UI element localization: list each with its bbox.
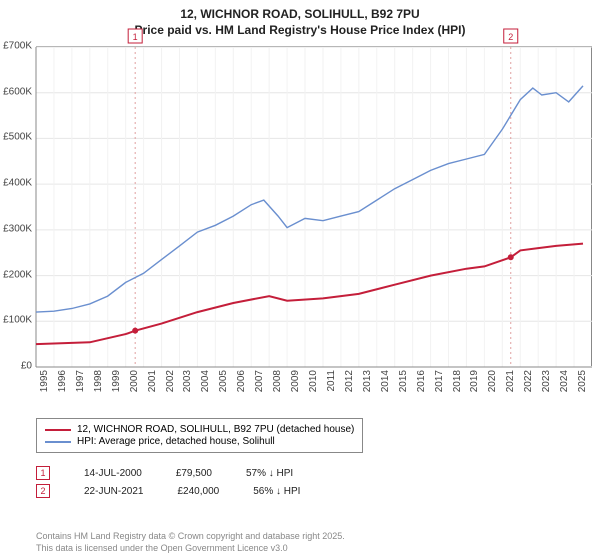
data-date: 14-JUL-2000 (84, 468, 142, 479)
data-delta: 56% ↓ HPI (253, 486, 300, 497)
x-tick-label: 1996 (57, 370, 68, 392)
x-tick-label: 2019 (469, 370, 480, 392)
x-tick-label: 1997 (75, 370, 86, 392)
chart-svg: 12 (36, 47, 592, 367)
x-tick-label: 2022 (523, 370, 534, 392)
marker-box: 1 (36, 466, 50, 480)
x-tick-label: 2008 (272, 370, 283, 392)
legend-row: HPI: Average price, detached house, Soli… (45, 436, 354, 447)
data-delta: 57% ↓ HPI (246, 468, 293, 479)
x-tick-label: 2002 (165, 370, 176, 392)
data-price: £240,000 (177, 486, 219, 497)
x-tick-label: 2006 (236, 370, 247, 392)
y-tick-label: £500K (3, 132, 32, 143)
legend-swatch (45, 441, 71, 443)
x-tick-label: 2001 (147, 370, 158, 392)
svg-text:2: 2 (508, 32, 513, 42)
footer-line-1: Contains HM Land Registry data © Crown c… (36, 530, 345, 542)
legend-swatch (45, 429, 71, 431)
marker-box: 2 (36, 484, 50, 498)
x-tick-label: 2021 (505, 370, 516, 392)
x-tick-label: 1999 (111, 370, 122, 392)
x-tick-label: 2020 (487, 370, 498, 392)
x-tick-label: 2005 (218, 370, 229, 392)
x-tick-label: 2010 (308, 370, 319, 392)
y-tick-label: £400K (3, 178, 32, 189)
x-tick-label: 2009 (290, 370, 301, 392)
x-tick-label: 2016 (416, 370, 427, 392)
footer-line-2: This data is licensed under the Open Gov… (36, 542, 345, 554)
y-tick-label: £0 (21, 361, 32, 372)
data-price: £79,500 (176, 468, 212, 479)
title-line-1: 12, WICHNOR ROAD, SOLIHULL, B92 7PU (0, 6, 600, 22)
legend-label: HPI: Average price, detached house, Soli… (77, 436, 275, 447)
data-table: 1 14-JUL-2000 £79,500 57% ↓ HPI 2 22-JUN-2021… (36, 462, 300, 502)
x-tick-label: 2012 (344, 370, 355, 392)
svg-text:1: 1 (133, 32, 138, 42)
x-tick-label: 2018 (452, 370, 463, 392)
footer: Contains HM Land Registry data © Crown c… (36, 530, 345, 554)
data-row: 2 22-JUN-2021 £240,000 56% ↓ HPI (36, 484, 300, 498)
data-row: 1 14-JUL-2000 £79,500 57% ↓ HPI (36, 466, 300, 480)
x-tick-label: 2004 (200, 370, 211, 392)
x-tick-label: 2007 (254, 370, 265, 392)
y-tick-label: £300K (3, 223, 32, 234)
y-tick-label: £600K (3, 86, 32, 97)
x-tick-label: 1995 (39, 370, 50, 392)
y-axis-labels: £0£100K£200K£300K£400K£500K£600K£700K (0, 46, 34, 366)
x-tick-label: 2013 (362, 370, 373, 392)
x-tick-label: 2017 (434, 370, 445, 392)
x-tick-label: 2014 (380, 370, 391, 392)
legend-label: 12, WICHNOR ROAD, SOLIHULL, B92 7PU (det… (77, 424, 354, 435)
x-tick-label: 2015 (398, 370, 409, 392)
x-tick-label: 2024 (559, 370, 570, 392)
x-tick-label: 2011 (326, 370, 337, 392)
legend-row: 12, WICHNOR ROAD, SOLIHULL, B92 7PU (det… (45, 424, 354, 435)
x-axis-labels: 1995 1996 1997 1998 1999 2000 2001 2002 2003 2004… (36, 368, 592, 418)
legend-box: 12, WICHNOR ROAD, SOLIHULL, B92 7PU (det… (36, 418, 363, 453)
x-tick-label: 2003 (182, 370, 193, 392)
data-date: 22-JUN-2021 (84, 486, 143, 497)
x-tick-label: 2000 (129, 370, 140, 392)
x-tick-label: 2023 (541, 370, 552, 392)
x-tick-label: 1998 (93, 370, 104, 392)
x-tick-label: 2025 (577, 370, 588, 392)
y-tick-label: £200K (3, 269, 32, 280)
y-tick-label: £100K (3, 315, 32, 326)
y-tick-label: £700K (3, 41, 32, 52)
chart-area: 12 (36, 46, 592, 366)
